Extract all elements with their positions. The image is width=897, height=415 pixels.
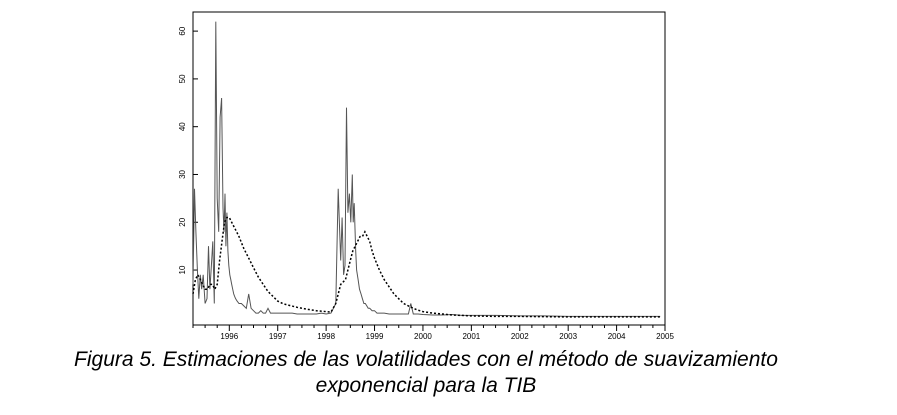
y-tick-label: 40 [178, 122, 187, 131]
series-line-smoothed [192, 216, 661, 318]
caption-line-2: exponencial para la TIB [315, 374, 537, 397]
y-axis: 10 20 30 40 50 60 [178, 26, 198, 274]
x-tick-label: 2005 [656, 332, 674, 341]
x-tick-label: 1998 [317, 332, 335, 341]
caption-line-1: Figura 5. Estimaciones de las volatilida… [74, 348, 778, 371]
x-tick-label: 2003 [559, 332, 577, 341]
x-tick-label: 1999 [366, 332, 384, 341]
x-tick-label: 1996 [220, 332, 238, 341]
x-tick-label: 2004 [608, 332, 626, 341]
y-tick-label: 10 [178, 265, 187, 274]
plot-frame [192, 11, 666, 326]
y-tick-label: 60 [178, 26, 187, 35]
x-tick-label: 2001 [462, 332, 480, 341]
x-tick-label: 2002 [511, 332, 529, 341]
y-tick-label: 50 [178, 74, 187, 83]
x-axis: 1996 1997 1998 1999 2000 2001 2002 2003 2004 2005 [192, 325, 674, 341]
x-tick-label: 2000 [414, 332, 432, 341]
figure-caption: Figura 5. Estimaciones de las volatilida… [0, 347, 852, 399]
y-tick-label: 20 [178, 217, 187, 226]
series-layer [192, 21, 661, 318]
x-tick-label: 1997 [269, 332, 287, 341]
series-line-volatility [192, 21, 661, 317]
y-tick-label: 30 [178, 169, 187, 178]
volatility-chart: 10 20 30 40 50 60 1996 1997 1998 1999 2000 2001 200… [178, 11, 674, 341]
